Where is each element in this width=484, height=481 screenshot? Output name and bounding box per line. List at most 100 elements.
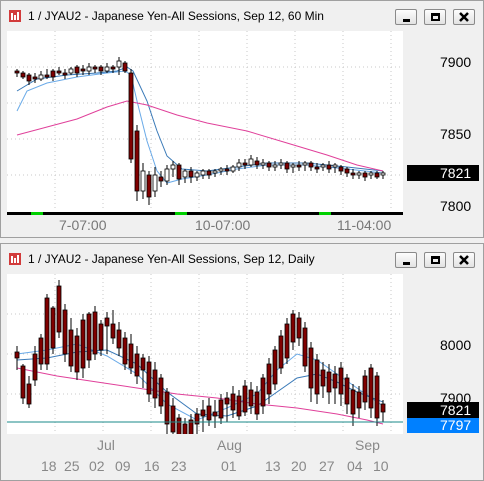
candle bbox=[56, 70, 62, 74]
candle bbox=[230, 393, 236, 411]
candle bbox=[176, 164, 182, 180]
candle bbox=[242, 162, 248, 166]
candle bbox=[140, 357, 146, 371]
candle bbox=[110, 66, 116, 70]
candle bbox=[104, 317, 110, 327]
candle bbox=[50, 307, 56, 349]
moving-average-line bbox=[16, 100, 384, 172]
candle bbox=[350, 172, 356, 176]
restore-button[interactable] bbox=[424, 252, 446, 268]
candle bbox=[338, 166, 344, 172]
candle bbox=[290, 164, 296, 168]
session-marker bbox=[31, 212, 43, 215]
chart-app-icon bbox=[9, 10, 21, 22]
candle bbox=[350, 389, 356, 415]
candle bbox=[164, 168, 170, 182]
candle bbox=[326, 164, 332, 170]
chart-window-60min[interactable]: 1 / JYAU2 - Japanese Yen-All Sessions, S… bbox=[0, 0, 484, 238]
candle bbox=[194, 172, 200, 178]
plot-area[interactable] bbox=[7, 31, 403, 235]
candle bbox=[314, 359, 320, 395]
candle bbox=[32, 353, 38, 381]
candle bbox=[212, 411, 218, 417]
y-axis-label: 8000 bbox=[440, 337, 471, 353]
candle bbox=[320, 369, 326, 387]
day-label: 02 bbox=[89, 458, 105, 474]
candle bbox=[20, 72, 26, 78]
candle bbox=[86, 66, 92, 72]
candle bbox=[122, 337, 128, 365]
candle bbox=[206, 170, 212, 176]
candle bbox=[140, 170, 146, 192]
close-button[interactable] bbox=[453, 9, 475, 25]
moving-average-line bbox=[16, 367, 384, 425]
candle bbox=[218, 399, 224, 419]
candle bbox=[206, 405, 212, 421]
restore-button[interactable] bbox=[424, 9, 446, 25]
restore-icon bbox=[431, 13, 440, 21]
candle bbox=[236, 162, 242, 168]
candle bbox=[44, 74, 50, 78]
candle bbox=[320, 164, 326, 168]
candle bbox=[62, 72, 68, 76]
candle bbox=[302, 162, 308, 166]
close-button[interactable] bbox=[453, 252, 475, 268]
day-label: 09 bbox=[115, 458, 131, 474]
candle bbox=[266, 162, 272, 168]
candle bbox=[242, 385, 248, 413]
candle bbox=[200, 170, 206, 176]
candle bbox=[152, 174, 158, 192]
restore-icon bbox=[431, 256, 440, 264]
candle bbox=[368, 367, 374, 409]
candle bbox=[56, 285, 62, 333]
candle bbox=[32, 76, 38, 80]
candle bbox=[20, 365, 26, 399]
candle bbox=[104, 66, 110, 72]
candle bbox=[260, 162, 266, 166]
day-label: 04 bbox=[347, 458, 363, 474]
candle bbox=[74, 66, 80, 74]
candle bbox=[116, 329, 122, 349]
candle bbox=[296, 317, 302, 339]
price-chart-60min[interactable]: 7-07:00 10-07:00 11-04:00 7900 7850 7800… bbox=[7, 31, 479, 235]
candle bbox=[182, 170, 188, 178]
candle bbox=[308, 162, 314, 168]
day-label: 13 bbox=[265, 458, 281, 474]
candle bbox=[152, 369, 158, 399]
minimize-button[interactable] bbox=[395, 252, 417, 268]
candle bbox=[14, 351, 20, 359]
last-price-value: 7821 bbox=[440, 402, 471, 418]
minimize-button[interactable] bbox=[395, 9, 417, 25]
window-title: 1 / JYAU2 - Japanese Yen-All Sessions, S… bbox=[28, 252, 315, 266]
candle bbox=[302, 327, 308, 367]
day-label: 16 bbox=[144, 458, 160, 474]
price-chart-daily[interactable]: Jul Aug Sep 18 25 02 09 16 23 01 13 20 27 04 10 800… bbox=[7, 274, 479, 478]
candle bbox=[332, 373, 338, 389]
candle bbox=[26, 74, 32, 82]
y-axis-label: 7850 bbox=[440, 126, 471, 142]
candle bbox=[254, 160, 260, 166]
close-icon bbox=[459, 255, 469, 265]
day-label: 25 bbox=[64, 458, 80, 474]
candle bbox=[86, 313, 92, 361]
x-axis-label: 11-04:00 bbox=[337, 217, 391, 233]
candle bbox=[284, 323, 290, 359]
candle bbox=[224, 168, 230, 172]
candle bbox=[374, 172, 380, 178]
candle bbox=[296, 164, 302, 168]
candle bbox=[158, 377, 164, 407]
candle bbox=[362, 375, 368, 403]
close-icon bbox=[459, 12, 469, 22]
month-label: Sep bbox=[355, 437, 380, 453]
candle bbox=[134, 353, 140, 377]
candle bbox=[326, 371, 332, 393]
title-bar[interactable]: 1 / JYAU2 - Japanese Yen-All Sessions, S… bbox=[1, 1, 483, 31]
chart-window-daily[interactable]: 1 / JYAU2 - Japanese Yen-All Sessions, S… bbox=[0, 243, 484, 481]
candle bbox=[170, 164, 176, 170]
candle bbox=[80, 68, 86, 72]
last-price-tag bbox=[407, 165, 479, 181]
title-bar[interactable]: 1 / JYAU2 - Japanese Yen-All Sessions, S… bbox=[1, 244, 483, 274]
month-label: Aug bbox=[217, 437, 242, 453]
x-axis-label: 10-07:00 bbox=[195, 217, 250, 233]
candle bbox=[266, 363, 272, 395]
